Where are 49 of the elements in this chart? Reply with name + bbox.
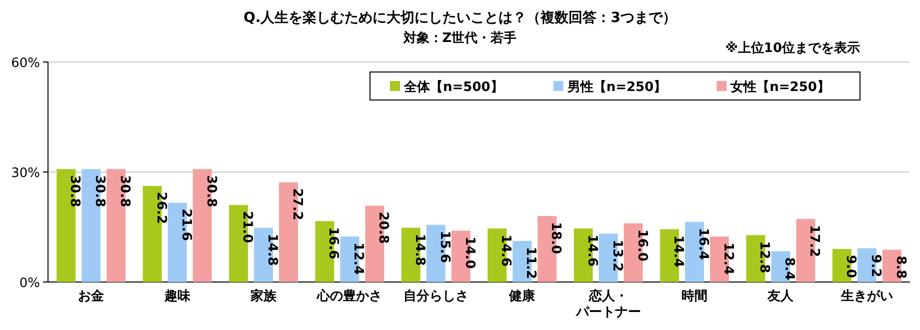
x-tick-label: 健康 bbox=[508, 288, 536, 304]
data-label: 14.6 bbox=[498, 234, 514, 267]
data-label: 16.6 bbox=[326, 227, 341, 260]
chart-title: Q.人生を楽しむために大切にしたいことは？（複数回答：3つまで） bbox=[244, 9, 676, 26]
x-tick-label: 恋人・パートナー bbox=[574, 288, 641, 320]
data-label: 16.0 bbox=[634, 229, 650, 262]
legend-label: 全体【n=500】 bbox=[403, 79, 504, 95]
chart-subtitle: 対象：Z世代・若手 bbox=[402, 30, 517, 46]
data-label: 30.8 bbox=[67, 175, 82, 208]
data-label: 8.8 bbox=[892, 256, 908, 279]
data-label: 14.8 bbox=[412, 234, 427, 266]
data-label: 27.2 bbox=[290, 188, 304, 220]
data-label: 21.6 bbox=[178, 208, 194, 241]
data-label: 11.2 bbox=[523, 246, 538, 280]
data-label: 13.2 bbox=[609, 240, 624, 272]
y-tick-label: 0% bbox=[19, 276, 40, 291]
data-label: 14.8 bbox=[264, 234, 280, 266]
data-label: 21.0 bbox=[240, 211, 254, 244]
x-tick-label: 生きがい bbox=[840, 289, 893, 304]
data-label: 30.8 bbox=[117, 175, 132, 208]
x-tick-label: 友人 bbox=[766, 289, 795, 304]
data-label: 8.4 bbox=[782, 257, 797, 280]
data-label: 20.8 bbox=[376, 212, 391, 244]
data-label: 12.4 bbox=[350, 242, 366, 275]
x-tick-label: お金 bbox=[78, 289, 106, 304]
data-label: 16.4 bbox=[696, 228, 710, 260]
y-tick-label: 30% bbox=[11, 166, 40, 181]
data-label: 12.8 bbox=[756, 241, 772, 274]
data-label: 14.4 bbox=[670, 235, 686, 268]
x-tick-label: 家族 bbox=[250, 288, 278, 304]
data-label: 9.0 bbox=[842, 255, 858, 278]
data-label: 30.8 bbox=[92, 175, 108, 208]
data-label: 14.6 bbox=[584, 234, 600, 267]
data-label: 17.2 bbox=[806, 224, 822, 258]
legend-label: 女性【n=250】 bbox=[730, 79, 830, 95]
y-tick-label: 60% bbox=[11, 56, 40, 71]
data-label: 9.2 bbox=[868, 254, 883, 278]
text: ※上位10位までを表示 bbox=[725, 41, 860, 56]
x-tick-label: 心の豊かさ bbox=[316, 288, 382, 304]
x-tick-label: 時間 bbox=[682, 289, 708, 304]
legend-label: 男性【n=250】 bbox=[566, 79, 667, 95]
data-label: 18.0 bbox=[548, 222, 564, 254]
x-tick-label: 自分らしさ bbox=[403, 289, 468, 304]
data-label: 30.8 bbox=[203, 175, 218, 208]
x-tick-label: 趣味 bbox=[163, 289, 192, 304]
data-label: 26.2 bbox=[153, 192, 168, 224]
data-label: 12.4 bbox=[720, 242, 736, 275]
data-label: 15.6 bbox=[436, 230, 452, 263]
data-label: 14.0 bbox=[462, 236, 477, 269]
